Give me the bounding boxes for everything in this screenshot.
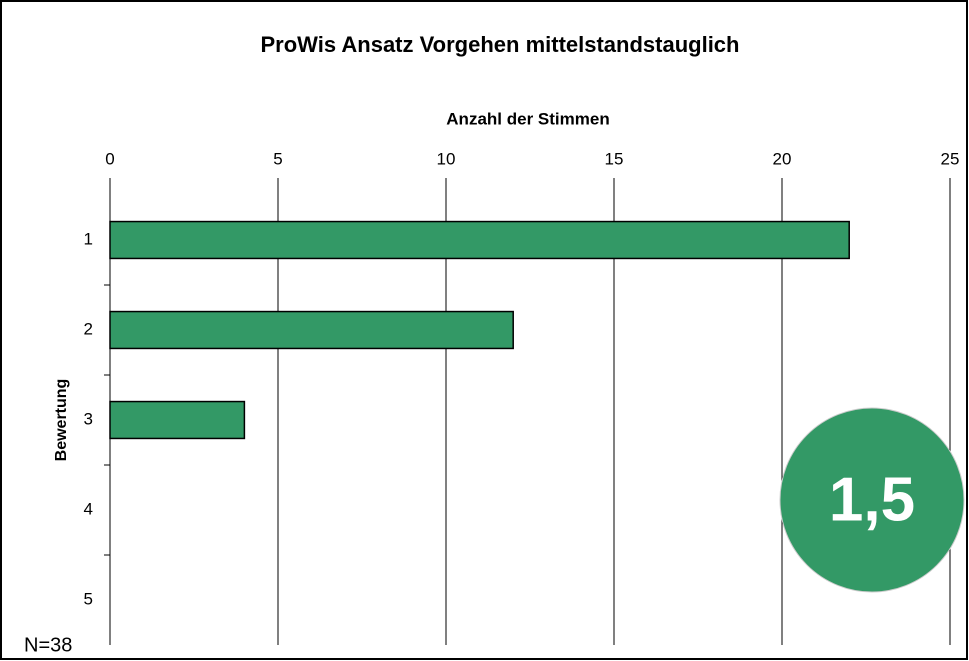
chart-title: ProWis Ansatz Vorgehen mittelstandstaugl… [261, 32, 740, 57]
bar [109, 220, 850, 260]
y-tick-label: 4 [84, 499, 93, 518]
bar [109, 400, 246, 440]
y-tick-label: 5 [84, 589, 93, 608]
y-tick-label: 2 [84, 319, 93, 338]
x-tick-label: 5 [273, 149, 282, 168]
x-tick-label: 15 [605, 149, 624, 168]
sample-size: N=38 [24, 634, 72, 656]
score-text: 1,5 [829, 465, 915, 534]
x-tick-label: 25 [941, 149, 960, 168]
y-tick-label: 3 [84, 409, 93, 428]
score-badge [779, 407, 965, 593]
x-tick-label: 10 [437, 149, 456, 168]
x-tick-label: 20 [773, 149, 792, 168]
y-axis-label: Bewertung [53, 379, 70, 462]
x-tick-label: 0 [105, 149, 114, 168]
x-axis-label: Anzahl der Stimmen [446, 109, 609, 128]
bar [109, 310, 514, 350]
y-tick-label: 1 [84, 229, 93, 248]
